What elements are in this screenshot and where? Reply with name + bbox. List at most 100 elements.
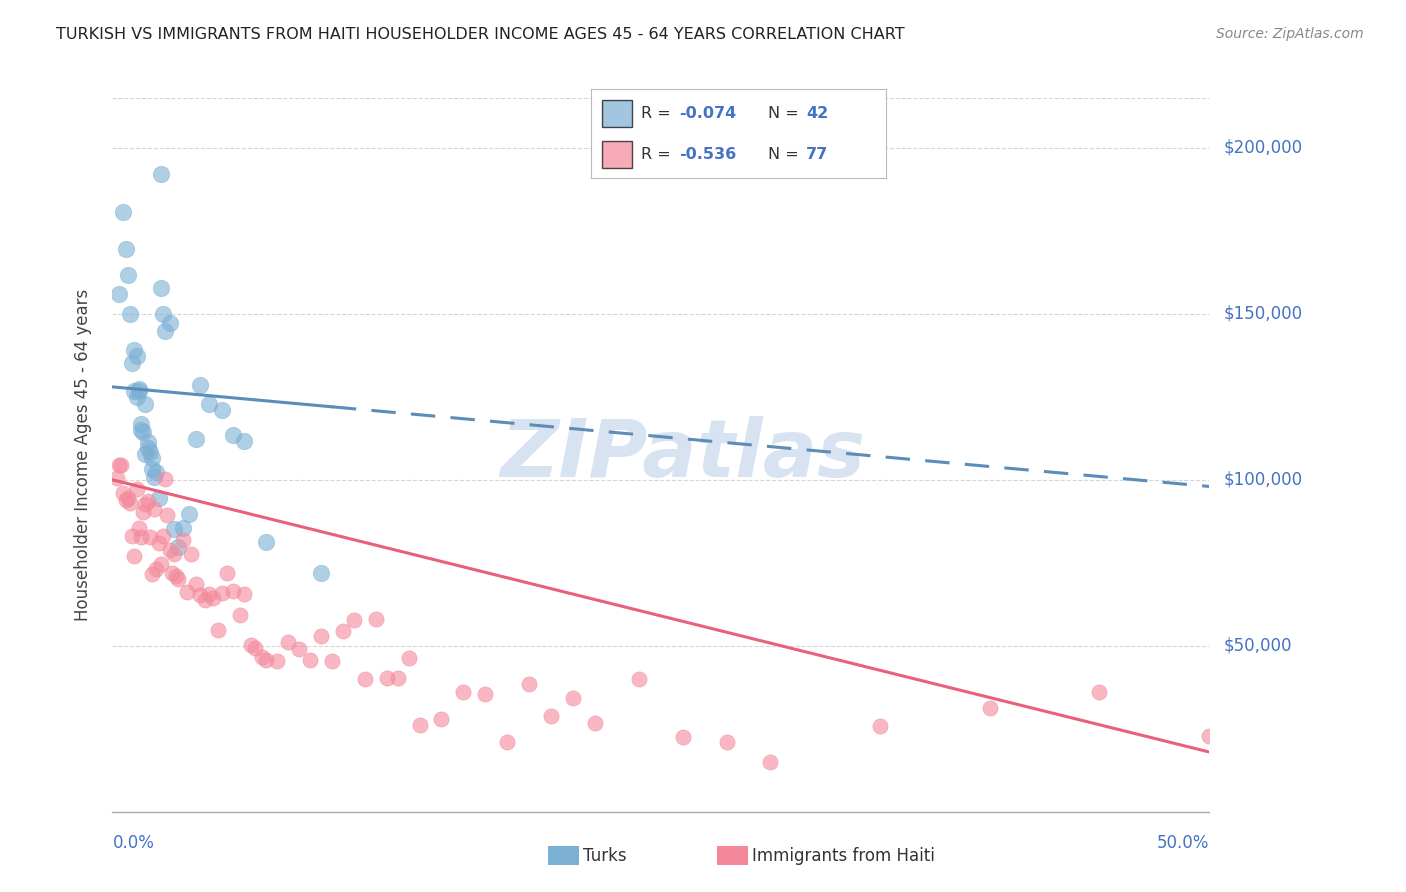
- Point: [222, 428, 245, 442]
- Point: [496, 735, 519, 749]
- Point: [211, 402, 233, 417]
- Point: [136, 435, 159, 450]
- Text: -0.536: -0.536: [679, 147, 737, 161]
- Point: [124, 549, 146, 563]
- Text: N =: N =: [768, 106, 804, 120]
- Point: [145, 562, 167, 576]
- Point: [141, 450, 163, 465]
- Point: [121, 356, 143, 370]
- Point: [207, 623, 229, 637]
- Point: [114, 493, 136, 508]
- Point: [184, 577, 207, 591]
- Point: [298, 653, 321, 667]
- Point: [152, 307, 174, 321]
- Text: 77: 77: [806, 147, 828, 161]
- Point: [110, 458, 132, 472]
- Point: [163, 522, 186, 536]
- Point: [148, 536, 170, 550]
- Point: [309, 566, 332, 581]
- Point: [254, 653, 277, 667]
- Text: -0.074: -0.074: [679, 106, 737, 120]
- Point: [153, 472, 176, 486]
- Point: [254, 535, 277, 549]
- Text: $150,000: $150,000: [1223, 305, 1302, 323]
- Text: 42: 42: [806, 106, 828, 120]
- Point: [387, 671, 409, 685]
- Point: [125, 390, 148, 404]
- Point: [375, 671, 398, 685]
- Point: [759, 755, 782, 769]
- Point: [202, 591, 225, 606]
- Point: [149, 557, 172, 571]
- Point: [243, 640, 266, 655]
- Text: TURKISH VS IMMIGRANTS FROM HAITI HOUSEHOLDER INCOME AGES 45 - 64 YEARS CORRELATI: TURKISH VS IMMIGRANTS FROM HAITI HOUSEHO…: [56, 27, 905, 42]
- Text: N =: N =: [768, 147, 804, 161]
- Point: [233, 587, 256, 601]
- Point: [128, 383, 150, 397]
- Point: [121, 529, 143, 543]
- Text: Source: ZipAtlas.com: Source: ZipAtlas.com: [1216, 27, 1364, 41]
- Point: [172, 533, 194, 547]
- Text: R =: R =: [641, 106, 676, 120]
- Point: [105, 470, 128, 484]
- Point: [211, 586, 233, 600]
- Point: [408, 718, 430, 732]
- Point: [114, 242, 136, 256]
- Point: [583, 715, 606, 730]
- Point: [141, 462, 163, 476]
- Point: [176, 585, 198, 599]
- Point: [124, 343, 146, 357]
- Point: [145, 465, 167, 479]
- Point: [136, 493, 159, 508]
- Text: ZIPatlas: ZIPatlas: [501, 416, 865, 494]
- Text: Turks: Turks: [583, 847, 627, 865]
- Point: [277, 634, 299, 648]
- Point: [129, 423, 152, 437]
- Text: Immigrants from Haiti: Immigrants from Haiti: [752, 847, 935, 865]
- Text: 0.0%: 0.0%: [112, 834, 155, 852]
- Point: [540, 709, 562, 723]
- Point: [172, 520, 194, 534]
- Point: [198, 587, 221, 601]
- Point: [124, 384, 146, 399]
- Point: [167, 572, 190, 586]
- Point: [474, 688, 496, 702]
- Point: [153, 324, 176, 338]
- Point: [139, 530, 162, 544]
- Point: [129, 530, 152, 544]
- Point: [869, 719, 891, 733]
- Point: [165, 568, 187, 582]
- Point: [129, 417, 152, 431]
- Point: [266, 654, 288, 668]
- Point: [672, 731, 695, 745]
- Point: [353, 673, 375, 687]
- Point: [188, 588, 211, 602]
- Text: $100,000: $100,000: [1223, 471, 1302, 489]
- Point: [364, 612, 387, 626]
- Point: [167, 540, 190, 554]
- Point: [198, 397, 221, 411]
- Text: $50,000: $50,000: [1223, 637, 1292, 655]
- Point: [118, 495, 141, 509]
- Point: [143, 469, 166, 483]
- Point: [288, 642, 311, 657]
- Point: [159, 316, 181, 330]
- Point: [228, 608, 250, 623]
- Point: [716, 735, 738, 749]
- Point: [332, 624, 354, 638]
- Point: [430, 712, 453, 726]
- Point: [188, 378, 211, 392]
- Point: [184, 432, 207, 446]
- Point: [179, 507, 201, 521]
- Point: [194, 592, 217, 607]
- Point: [156, 508, 179, 523]
- Point: [343, 613, 366, 627]
- Text: $200,000: $200,000: [1223, 139, 1302, 157]
- Point: [398, 651, 420, 665]
- Point: [108, 287, 131, 301]
- Point: [239, 638, 262, 652]
- Text: 50.0%: 50.0%: [1157, 834, 1209, 852]
- Point: [160, 566, 183, 581]
- Point: [117, 491, 139, 505]
- Point: [134, 447, 156, 461]
